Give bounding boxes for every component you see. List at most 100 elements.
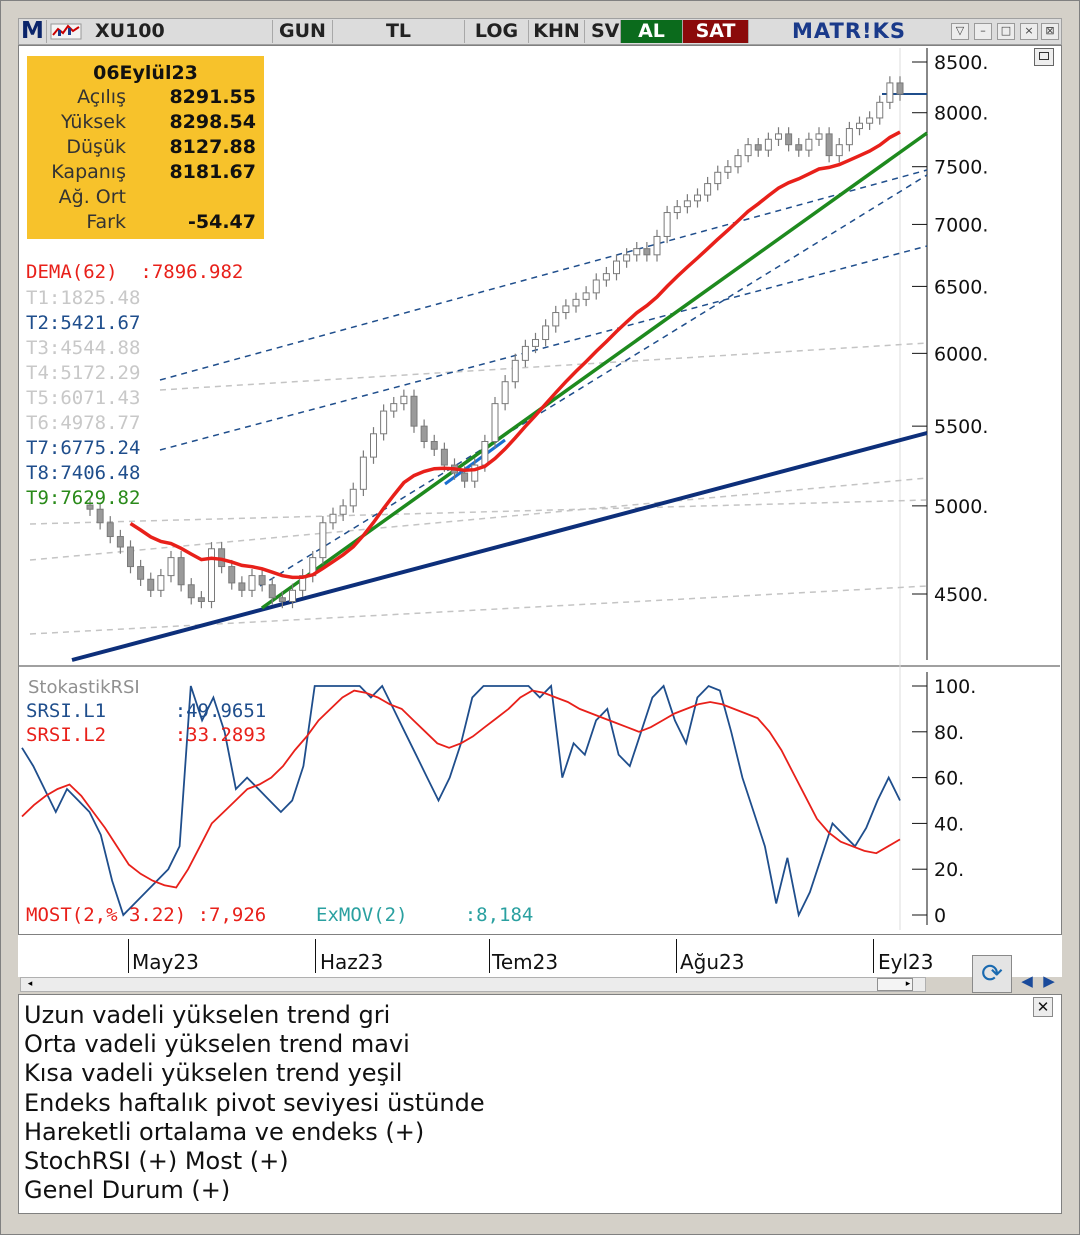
price-tick-label: 6000. [934,343,988,365]
candle-body [592,279,600,294]
time-axis: May23 Haz23 Tem23 Ağu23 Eyl23 [18,935,1062,977]
candle-body [856,122,863,130]
note-line: Endeks haftalık pivot seviyesi üstünde [24,1089,485,1117]
legend-t9: T9:7629.82 [26,487,141,509]
legend-t1: T1:1825.48 [26,287,141,309]
candle-body [491,403,499,442]
candle-body [349,488,357,507]
chart-toolbar: M XU100 GUN TL LOG KHN SV AL SAT MATR!KS… [18,18,1062,45]
candle-body [420,425,428,442]
note-line: Kısa vadeli yükselen trend yeşil [24,1059,403,1087]
ohlc-value: -54.47 [188,211,256,233]
legend-value: :7896.982 [140,261,244,283]
candle-body [197,597,205,602]
note-line: Orta vadeli yükselen trend mavi [24,1030,410,1058]
candle-body [562,305,570,314]
candle-body [714,171,722,185]
close-icon[interactable]: × [1020,23,1038,40]
legend-t4: T4:5172.29 [26,362,141,384]
scroll-thumb[interactable] [877,978,913,991]
dropdown-icon[interactable]: ▽ [951,23,969,40]
candle-body [795,144,803,151]
legend-srsi-l2: SRSI.L2 :33.2893 [26,724,266,746]
price-tick-label: 5500. [934,416,988,438]
buy-button[interactable]: AL [621,20,683,43]
candle-body [238,582,246,591]
notes-panel[interactable]: ✕ Uzun vadeli yükselen trend gri Orta va… [18,994,1062,1214]
chart-type-icon[interactable] [49,21,89,42]
candle-body [653,235,661,256]
period-button-gun[interactable]: GUN [273,20,333,43]
legend-t6: T6:4978.77 [26,412,141,434]
refresh-button[interactable]: ⟳ [972,955,1012,993]
scroll-left-icon[interactable]: ◂ [27,979,33,989]
note-line: Hareketli ortalama ve endeks (+) [24,1118,425,1146]
candle-body [248,575,256,591]
price-tick-label: 4500. [934,584,988,606]
candle-body [602,273,610,281]
candle-body [572,298,580,307]
price-and-rsi-chart[interactable]: 8500. 8000. 7500. 7000. 6500. 6000. 5500. 5000.… [0,0,1080,935]
panel-restore-icon[interactable] [1034,48,1054,66]
candle-body [187,584,195,599]
nav-right-icon[interactable]: ▶ [1043,972,1055,990]
legend-t5: T5:6071.43 [26,387,141,409]
candle-body [876,101,884,119]
candle-body [673,206,681,214]
candle-body [258,575,266,586]
candle-body [521,345,529,361]
ohlc-date: 06Eylül23 [93,62,198,84]
minimize-icon[interactable]: – [974,23,992,40]
button-sv[interactable]: SV [585,20,621,43]
legend-most: MOST(2,% 3.22) :7,926 [26,904,267,926]
maximize-icon[interactable]: □ [997,23,1015,40]
legend-srsi-l1: SRSI.L1 :49.9651 [26,700,266,722]
button-khn[interactable]: KHN [529,20,585,43]
pivot-line [159,342,928,391]
ohlc-info-box: 06Eylül23 Açılış 8291.55 Yüksek 8298.54 Dü… [27,56,264,239]
candle-body [805,138,813,151]
legend-label: SRSI.L1 [26,700,107,722]
trend-channel-line [159,169,928,381]
notes-close-icon[interactable]: ✕ [1033,997,1053,1017]
note-line: Genel Durum (+) [24,1176,231,1204]
legend-label: SRSI.L2 [26,724,107,746]
candle-body [815,133,823,140]
candle-body [471,464,479,482]
ohlc-label: Düşük [66,136,126,158]
note-line: StochRSI (+) Most (+) [24,1147,289,1175]
candle-body [390,403,398,412]
candle-body [825,133,833,157]
candle-body [137,566,145,580]
candle-body [724,166,732,173]
scroll-right-icon[interactable]: ▸ [905,979,911,989]
ohlc-value: 8298.54 [169,111,256,133]
time-tick [315,939,316,973]
currency-button-tl[interactable]: TL [333,20,465,43]
rsi-tick-label: 40. [934,813,964,835]
candle-body [319,522,327,559]
scale-button-log[interactable]: LOG [465,20,529,43]
ohlc-label: Ağ. Ort [58,186,126,208]
ohlc-row-high: Yüksek 8298.54 [27,111,264,136]
ohlc-row-close: Kapanış 8181.67 [27,161,264,186]
candle-body [744,144,752,157]
candle-body [208,548,215,602]
ohlc-label: Fark [86,211,126,233]
candle-body [380,410,388,435]
candle-body [532,339,539,347]
close-window-icon[interactable]: ⊠ [1041,23,1059,40]
symbol-field[interactable]: XU100 [91,20,273,43]
price-tick-label: 7000. [934,214,988,236]
app-logo: M [19,20,47,43]
nav-left-icon[interactable]: ◀ [1021,972,1033,990]
horizontal-scrollbar[interactable]: ◂ ▸ [20,977,926,992]
candle-body [582,292,590,300]
candle-body [511,359,519,383]
sell-button[interactable]: SAT [683,20,749,43]
time-tick [676,939,677,973]
candle-body [228,566,236,584]
candle-body [896,82,904,95]
candle-body [96,508,104,524]
candle-body [542,325,550,341]
